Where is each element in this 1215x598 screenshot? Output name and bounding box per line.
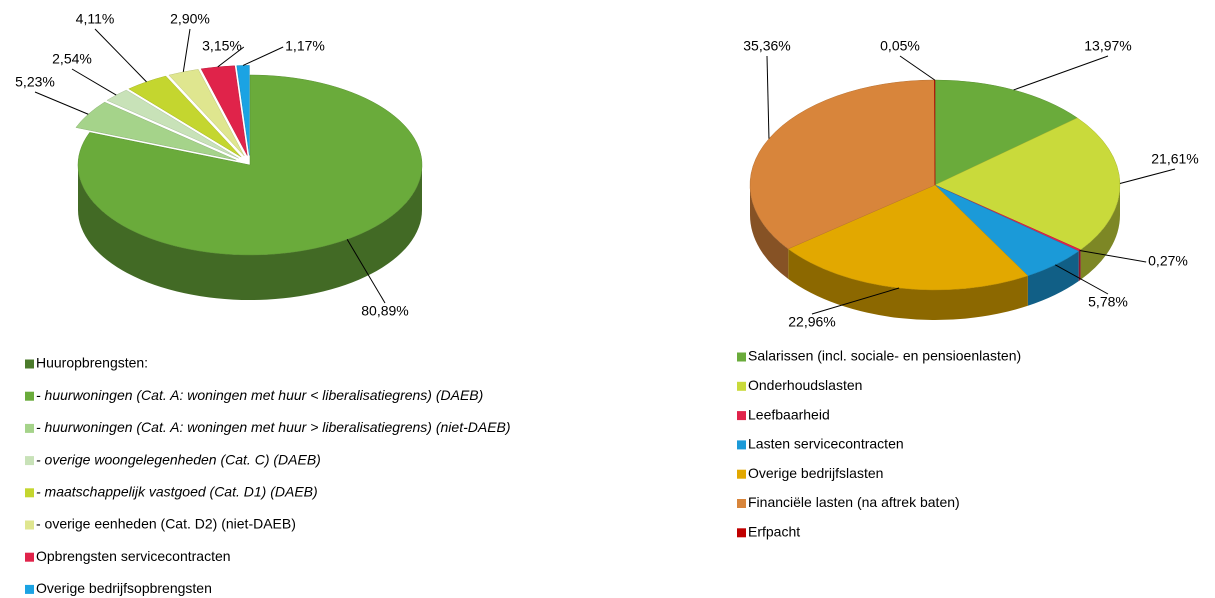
- legend-swatch: [737, 440, 746, 450]
- data-label: 1,17%: [285, 38, 325, 54]
- legend-swatch: [737, 499, 746, 508]
- legend-label: - overige eenheden (Cat. D2) (niet-DAEB): [36, 516, 296, 532]
- data-label: 21,61%: [1151, 151, 1198, 167]
- legend-label: Opbrengsten servicecontracten: [36, 548, 231, 564]
- legend-swatch: [25, 423, 34, 433]
- data-label: 4,11%: [76, 11, 115, 27]
- data-label: 22,96%: [788, 314, 835, 330]
- slice: [934, 117, 1121, 251]
- leader-line: [899, 55, 935, 81]
- leader-line: [242, 46, 284, 66]
- slice-side: [1078, 249, 1081, 282]
- data-label: 80,89%: [361, 303, 408, 319]
- slice: [787, 184, 1029, 291]
- data-label: 0,27%: [1148, 253, 1188, 269]
- leader-line: [811, 287, 900, 315]
- legend-swatch: [737, 381, 746, 391]
- legend-swatch: [737, 411, 746, 421]
- data-label: 2,90%: [170, 11, 210, 27]
- legend-label: Overige bedrijfslasten: [748, 465, 883, 481]
- legend-label: Financiële lasten (na aftrek baten): [748, 494, 960, 510]
- legend-label: - maatschappelijk vastgoed (Cat. D1) (DA…: [36, 484, 318, 500]
- legend-label: - huurwoningen (Cat. A: woningen met huu…: [36, 419, 511, 435]
- legend-swatch: [25, 391, 34, 401]
- slice: [749, 79, 936, 250]
- slice-side: [788, 248, 1028, 320]
- slice-side: [1027, 251, 1079, 306]
- legend-label: Overige bedrijfsopbrengsten: [36, 580, 212, 596]
- legend-swatch: [737, 469, 746, 479]
- leader-line: [94, 28, 147, 83]
- slice: [934, 79, 1078, 186]
- leader-line: [1013, 55, 1109, 91]
- data-label: 2,54%: [52, 51, 92, 67]
- leader-line: [346, 239, 386, 304]
- legend-label: Salarissen (incl. sociale- en pensioenla…: [748, 348, 1021, 364]
- leader-line: [766, 55, 770, 139]
- legend-swatch: [25, 520, 34, 530]
- data-label: 5,78%: [1088, 294, 1128, 310]
- leader-line: [1079, 249, 1147, 263]
- legend-label: Onderhoudslasten: [748, 377, 862, 393]
- legend-label: - overige woongelegenheden (Cat. C) (DAE…: [36, 451, 321, 467]
- slice: [77, 74, 423, 256]
- legend-swatch: [25, 552, 34, 562]
- slice: [168, 69, 245, 157]
- legend-swatch: [25, 584, 34, 594]
- legend-label: Lasten servicecontracten: [748, 436, 904, 452]
- leader-line: [217, 46, 245, 68]
- data-label: 35,36%: [743, 38, 790, 54]
- data-label: 5,23%: [15, 74, 55, 90]
- legend-swatch: [25, 488, 34, 498]
- legend-label: - huurwoningen (Cat. A: woningen met huu…: [36, 387, 483, 403]
- legend-swatch: [25, 359, 34, 369]
- slice: [75, 101, 237, 161]
- slice-side: [78, 165, 422, 300]
- leader-line: [182, 28, 191, 72]
- leader-line: [34, 91, 89, 115]
- slice: [106, 89, 239, 159]
- legend-swatch: [25, 456, 34, 466]
- slice: [128, 75, 242, 158]
- legend-label: Huuropbrengsten:: [36, 355, 148, 371]
- legend-swatch: [737, 528, 746, 538]
- legend-label: Leefbaarheid: [748, 406, 830, 422]
- data-label: 0,05%: [880, 38, 920, 54]
- data-label: 13,97%: [1084, 38, 1131, 54]
- legend-label: Erfpacht: [748, 524, 800, 540]
- data-label: 3,15%: [202, 38, 242, 54]
- leader-line: [1119, 168, 1176, 184]
- legend-swatch: [737, 352, 746, 362]
- leader-line: [71, 68, 117, 96]
- leader-line: [1054, 264, 1109, 295]
